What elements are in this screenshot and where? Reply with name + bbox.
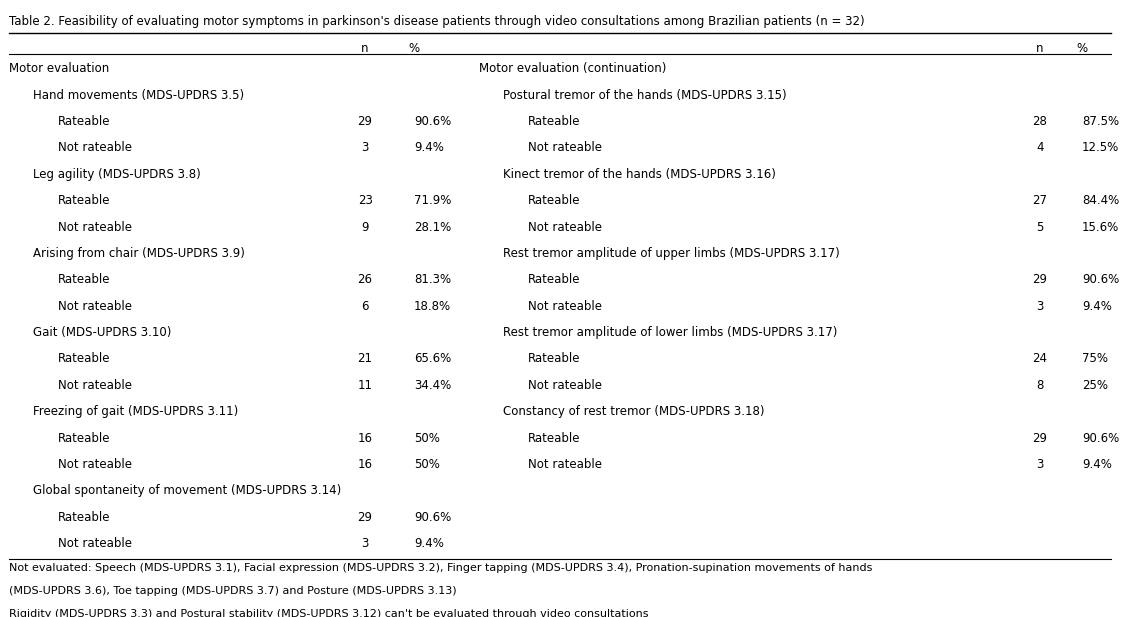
Text: 81.3%: 81.3% [414,273,452,286]
Text: 27: 27 [1033,194,1047,207]
Text: Gait (MDS-UPDRS 3.10): Gait (MDS-UPDRS 3.10) [34,326,172,339]
Text: Rigidity (MDS-UPDRS 3.3) and Postural stability (MDS-UPDRS 3.12) can't be evalua: Rigidity (MDS-UPDRS 3.3) and Postural st… [9,609,649,617]
Text: 26: 26 [358,273,373,286]
Text: Rateable: Rateable [57,352,110,365]
Text: Rateable: Rateable [57,194,110,207]
Text: %: % [409,42,420,55]
Text: Rateable: Rateable [528,194,580,207]
Text: Not rateable: Not rateable [57,300,132,313]
Text: n: n [361,42,369,55]
Text: Rateable: Rateable [528,273,580,286]
Text: 5: 5 [1036,221,1044,234]
Text: Not rateable: Not rateable [57,458,132,471]
Text: 50%: 50% [414,458,440,471]
Text: Not rateable: Not rateable [528,141,601,154]
Text: Rateable: Rateable [528,115,580,128]
Text: 9: 9 [361,221,369,234]
Text: Leg agility (MDS-UPDRS 3.8): Leg agility (MDS-UPDRS 3.8) [34,168,202,181]
Text: Rest tremor amplitude of lower limbs (MDS-UPDRS 3.17): Rest tremor amplitude of lower limbs (MD… [503,326,838,339]
Text: 90.6%: 90.6% [414,511,452,524]
Text: 21: 21 [358,352,373,365]
Text: 16: 16 [358,431,373,445]
Text: 29: 29 [358,115,373,128]
Text: Rest tremor amplitude of upper limbs (MDS-UPDRS 3.17): Rest tremor amplitude of upper limbs (MD… [503,247,840,260]
Text: 11: 11 [358,379,373,392]
Text: 15.6%: 15.6% [1082,221,1119,234]
Text: Arising from chair (MDS-UPDRS 3.9): Arising from chair (MDS-UPDRS 3.9) [34,247,245,260]
Text: 3: 3 [361,141,369,154]
Text: Not rateable: Not rateable [528,300,601,313]
Text: 29: 29 [1033,273,1047,286]
Text: 28: 28 [1033,115,1047,128]
Text: Postural tremor of the hands (MDS-UPDRS 3.15): Postural tremor of the hands (MDS-UPDRS … [503,89,787,102]
Text: Motor evaluation: Motor evaluation [9,62,109,75]
Text: Motor evaluation (continuation): Motor evaluation (continuation) [479,62,667,75]
Text: Rateable: Rateable [57,273,110,286]
Text: 9.4%: 9.4% [1082,458,1111,471]
Text: 90.6%: 90.6% [1082,273,1119,286]
Text: Rateable: Rateable [57,511,110,524]
Text: 18.8%: 18.8% [414,300,452,313]
Text: 16: 16 [358,458,373,471]
Text: 50%: 50% [414,431,440,445]
Text: 25%: 25% [1082,379,1108,392]
Text: Not rateable: Not rateable [57,221,132,234]
Text: 3: 3 [1036,300,1044,313]
Text: 9.4%: 9.4% [414,537,444,550]
Text: Freezing of gait (MDS-UPDRS 3.11): Freezing of gait (MDS-UPDRS 3.11) [34,405,239,418]
Text: 23: 23 [358,194,373,207]
Text: 9.4%: 9.4% [414,141,444,154]
Text: Not evaluated: Speech (MDS-UPDRS 3.1), Facial expression (MDS-UPDRS 3.2), Finger: Not evaluated: Speech (MDS-UPDRS 3.1), F… [9,563,873,573]
Text: %: % [1076,42,1088,55]
Text: Not rateable: Not rateable [57,537,132,550]
Text: 8: 8 [1036,379,1044,392]
Text: Not rateable: Not rateable [528,379,601,392]
Text: 29: 29 [1033,431,1047,445]
Text: Kinect tremor of the hands (MDS-UPDRS 3.16): Kinect tremor of the hands (MDS-UPDRS 3.… [503,168,776,181]
Text: Rateable: Rateable [528,431,580,445]
Text: Table 2. Feasibility of evaluating motor symptoms in parkinson's disease patient: Table 2. Feasibility of evaluating motor… [9,15,865,28]
Text: (MDS-UPDRS 3.6), Toe tapping (MDS-UPDRS 3.7) and Posture (MDS-UPDRS 3.13): (MDS-UPDRS 3.6), Toe tapping (MDS-UPDRS … [9,586,456,596]
Text: 12.5%: 12.5% [1082,141,1119,154]
Text: 3: 3 [361,537,369,550]
Text: 75%: 75% [1082,352,1108,365]
Text: 3: 3 [1036,458,1044,471]
Text: Not rateable: Not rateable [528,458,601,471]
Text: 34.4%: 34.4% [414,379,452,392]
Text: Rateable: Rateable [528,352,580,365]
Text: 9.4%: 9.4% [1082,300,1111,313]
Text: Not rateable: Not rateable [528,221,601,234]
Text: Rateable: Rateable [57,431,110,445]
Text: Rateable: Rateable [57,115,110,128]
Text: 28.1%: 28.1% [414,221,452,234]
Text: 87.5%: 87.5% [1082,115,1119,128]
Text: Hand movements (MDS-UPDRS 3.5): Hand movements (MDS-UPDRS 3.5) [34,89,244,102]
Text: Not rateable: Not rateable [57,379,132,392]
Text: 29: 29 [358,511,373,524]
Text: Not rateable: Not rateable [57,141,132,154]
Text: 65.6%: 65.6% [414,352,452,365]
Text: 71.9%: 71.9% [414,194,452,207]
Text: 84.4%: 84.4% [1082,194,1119,207]
Text: 90.6%: 90.6% [414,115,452,128]
Text: 24: 24 [1033,352,1047,365]
Text: Constancy of rest tremor (MDS-UPDRS 3.18): Constancy of rest tremor (MDS-UPDRS 3.18… [503,405,765,418]
Text: Global spontaneity of movement (MDS-UPDRS 3.14): Global spontaneity of movement (MDS-UPDR… [34,484,341,497]
Text: 4: 4 [1036,141,1044,154]
Text: n: n [1036,42,1044,55]
Text: 6: 6 [361,300,369,313]
Text: 90.6%: 90.6% [1082,431,1119,445]
